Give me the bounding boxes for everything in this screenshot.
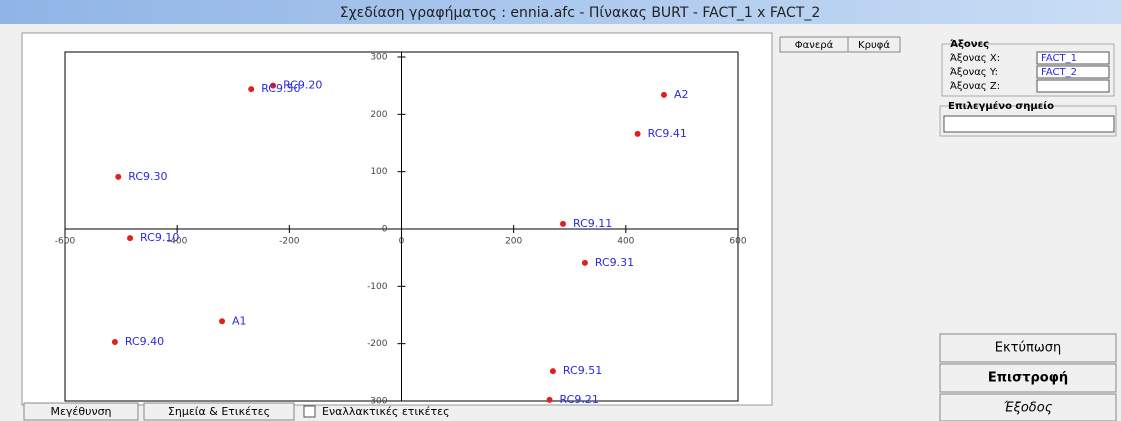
point	[111, 338, 118, 345]
x-tick-label: -400	[167, 237, 188, 247]
point	[219, 318, 226, 325]
y-tick-label: 300	[370, 53, 387, 63]
x-tick-label: 400	[617, 237, 634, 247]
y-tick-label: 0	[382, 225, 388, 235]
point-label: A2	[674, 88, 689, 101]
button-label[interactable]: Έξοδος	[1004, 401, 1053, 416]
axes-group	[941, 43, 1115, 97]
point-label: RC9.21	[560, 393, 599, 406]
point	[634, 130, 641, 137]
button-label[interactable]: Σημεία & Ετικέτες	[168, 405, 270, 418]
title-bar	[0, 0, 1121, 24]
axis-label: Άξονας Z:	[950, 80, 1000, 92]
point-label: RC9.30	[128, 170, 167, 183]
point-label: RC9.51	[563, 364, 602, 377]
point	[248, 86, 255, 93]
y-tick-label: -100	[367, 282, 388, 292]
point	[549, 368, 556, 375]
axis-label: Άξονας Y:	[950, 66, 998, 78]
axes-title: Άξονες	[950, 38, 989, 50]
y-tick-label: -200	[367, 339, 388, 349]
axis-label: Άξονας X:	[950, 52, 1000, 64]
point-label: A1	[232, 314, 247, 327]
button-label[interactable]: Μεγέθυνση	[50, 405, 111, 418]
y-tick-label: -300	[367, 397, 388, 407]
axis-field[interactable]	[1036, 79, 1110, 93]
x-tick-label: 0	[399, 237, 405, 247]
button-label[interactable]: Εκτύπωση	[995, 341, 1061, 356]
button[interactable]	[939, 393, 1117, 421]
point-label: RC9.41	[648, 127, 687, 140]
point-label: RC9.50	[261, 82, 300, 95]
point-label: RC9.40	[125, 335, 164, 348]
checkbox[interactable]	[303, 405, 316, 418]
point-label: RC9.20	[283, 79, 322, 92]
y-tick-label: 200	[370, 110, 387, 120]
tab[interactable]	[847, 36, 901, 53]
selected-title: Επιλεγμένο σημείο	[948, 100, 1054, 112]
point	[127, 235, 134, 242]
tab-label[interactable]: Κρυφά	[858, 39, 890, 51]
window-title: Σχεδίαση γραφήματος : ennia.afc - Πίνακα…	[340, 5, 821, 21]
button[interactable]	[939, 363, 1117, 393]
selected-group	[939, 105, 1117, 137]
x-tick-label: 200	[505, 237, 522, 247]
button[interactable]	[939, 333, 1117, 363]
point	[660, 91, 667, 98]
point-label: RC9.10	[140, 231, 179, 244]
axis-field[interactable]	[1036, 51, 1110, 65]
point	[581, 259, 588, 266]
point	[560, 220, 567, 227]
x-tick-label: -600	[55, 237, 76, 247]
selected-field[interactable]	[943, 115, 1115, 133]
checkbox-label[interactable]: Εναλλακτικές ετικέτες	[322, 405, 450, 418]
y-tick-label: 100	[370, 167, 387, 177]
button[interactable]	[23, 402, 139, 421]
button-label[interactable]: Επιστροφή	[988, 371, 1068, 386]
plot-panel	[21, 32, 773, 406]
point-label: RC9.11	[573, 217, 612, 230]
x-tick-label: 600	[729, 237, 746, 247]
point	[546, 396, 553, 403]
axis-field[interactable]	[1036, 65, 1110, 79]
axis-value[interactable]: FACT_1	[1041, 53, 1077, 64]
point	[270, 82, 277, 89]
axis-value[interactable]: FACT_2	[1041, 67, 1077, 78]
point-label: RC9.31	[595, 256, 634, 269]
tab-label[interactable]: Φανερά	[795, 39, 834, 51]
point	[115, 173, 122, 180]
button[interactable]	[143, 402, 295, 421]
x-tick-label: -200	[279, 237, 300, 247]
